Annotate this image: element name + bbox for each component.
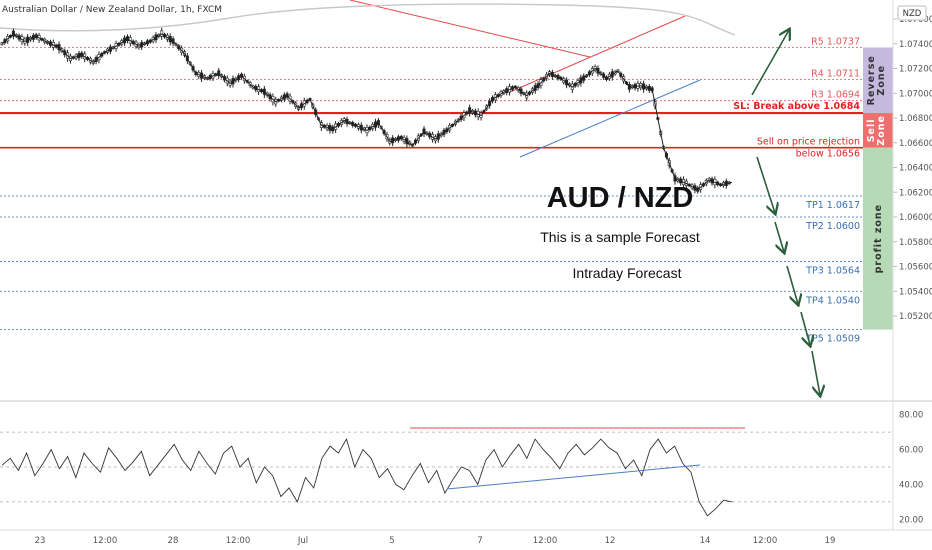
forecast-arrow [811, 350, 820, 395]
forecast-subtitle: This is a sample Forecast [540, 229, 700, 245]
time-axis: 23 12:00 28 12:00 Jul 5 7 12:00 12 14 12:00 19 [35, 536, 836, 546]
zone-label: Sell [866, 118, 877, 142]
zone-label: profit zone [873, 204, 884, 274]
price-tick-label: 1.06800 [899, 114, 932, 124]
zone-label: Reverse [866, 55, 877, 105]
price-line [1, 33, 733, 191]
osc-tick-label: 20.00 [899, 515, 923, 525]
trendlines-group [0, 0, 736, 158]
time-tick-label: 12:00 [753, 536, 778, 546]
level-label-sell: Sell on price rejection [757, 137, 860, 148]
zone-label: Zone [876, 65, 887, 96]
time-tick-label: 28 [168, 536, 179, 546]
time-tick-label: 7 [477, 536, 482, 546]
price-tick-label: 1.06000 [899, 213, 932, 223]
channel-upper-line [509, 15, 686, 93]
forecast-arrow [774, 221, 784, 252]
level-label-tp4: TP4 1.0540 [805, 295, 860, 306]
level-label-r4: R4 1.0711 [811, 69, 860, 80]
level-label-sl: SL: Break above 1.0684 [733, 101, 860, 112]
time-tick-label: Jul [297, 536, 308, 546]
currency-badge [897, 5, 927, 21]
forecast-arrows [751, 30, 820, 395]
price-tick-label: 1.05400 [899, 287, 932, 297]
symbol-header: Australian Dollar / New Zealand Dollar, … [2, 5, 222, 15]
zone-reverse-zone [863, 47, 893, 114]
price-tick-label: 1.06400 [899, 164, 932, 174]
pair-title: AUD / NZD [547, 182, 694, 214]
oscillator-line [1, 437, 733, 517]
level-label-r3: R3 1.0694 [811, 90, 860, 101]
resistance-trendline [349, 0, 591, 58]
time-tick-label: 12:00 [226, 536, 251, 546]
forecast-arrow [756, 156, 775, 213]
osc-tick-label: 80.00 [899, 411, 923, 421]
zone-profit-zone [863, 147, 893, 330]
time-tick-label: 5 [389, 536, 394, 546]
time-tick-label: 19 [825, 536, 836, 546]
level-label-sell-line2: below 1.0656 [796, 149, 860, 160]
osc-tick-label: 40.00 [899, 480, 923, 490]
time-tick-label: 12:00 [533, 536, 558, 546]
channel-lower-line [519, 79, 701, 158]
oscillator-pane: 80.00 60.00 40.00 20.00 [0, 411, 923, 525]
forecast-arrow [786, 265, 798, 304]
forecast-arrow [800, 311, 810, 345]
osc-support-line [446, 464, 701, 490]
forecast-type: Intraday Forecast [573, 265, 682, 281]
price-axis: 1.076001.074001.072001.070001.068001.066… [893, 15, 932, 322]
zone-label: Zone [876, 115, 887, 146]
price-tick-label: 1.05600 [899, 263, 932, 273]
level-label-tp1: TP1 1.0617 [805, 200, 860, 211]
price-tick-label: 1.07200 [899, 65, 932, 75]
moving-average-line [0, 3, 736, 36]
price-tick-label: 1.05200 [899, 312, 932, 322]
zone-sell-zone [863, 113, 893, 148]
time-tick-label: 23 [35, 536, 46, 546]
level-label-tp3: TP3 1.0564 [805, 266, 860, 277]
level-label-r5: R5 1.0737 [811, 36, 860, 47]
price-tick-label: 1.06600 [899, 139, 932, 149]
forecast-arrow [751, 30, 789, 96]
level-label-tp5: TP5 1.0509 [805, 334, 860, 345]
level-label-tp2: TP2 1.0600 [805, 221, 860, 232]
price-tick-label: 1.05800 [899, 238, 932, 248]
time-tick-label: 12:00 [93, 536, 118, 546]
osc-tick-label: 60.00 [899, 446, 923, 456]
currency-badge-text: NZD [903, 9, 922, 19]
price-tick-label: 1.06200 [899, 188, 932, 198]
price-tick-label: 1.07400 [899, 40, 932, 50]
price-candles [0, 27, 731, 194]
price-tick-label: 1.07000 [899, 89, 932, 99]
time-tick-label: 14 [700, 536, 711, 546]
time-tick-label: 12 [605, 536, 616, 546]
